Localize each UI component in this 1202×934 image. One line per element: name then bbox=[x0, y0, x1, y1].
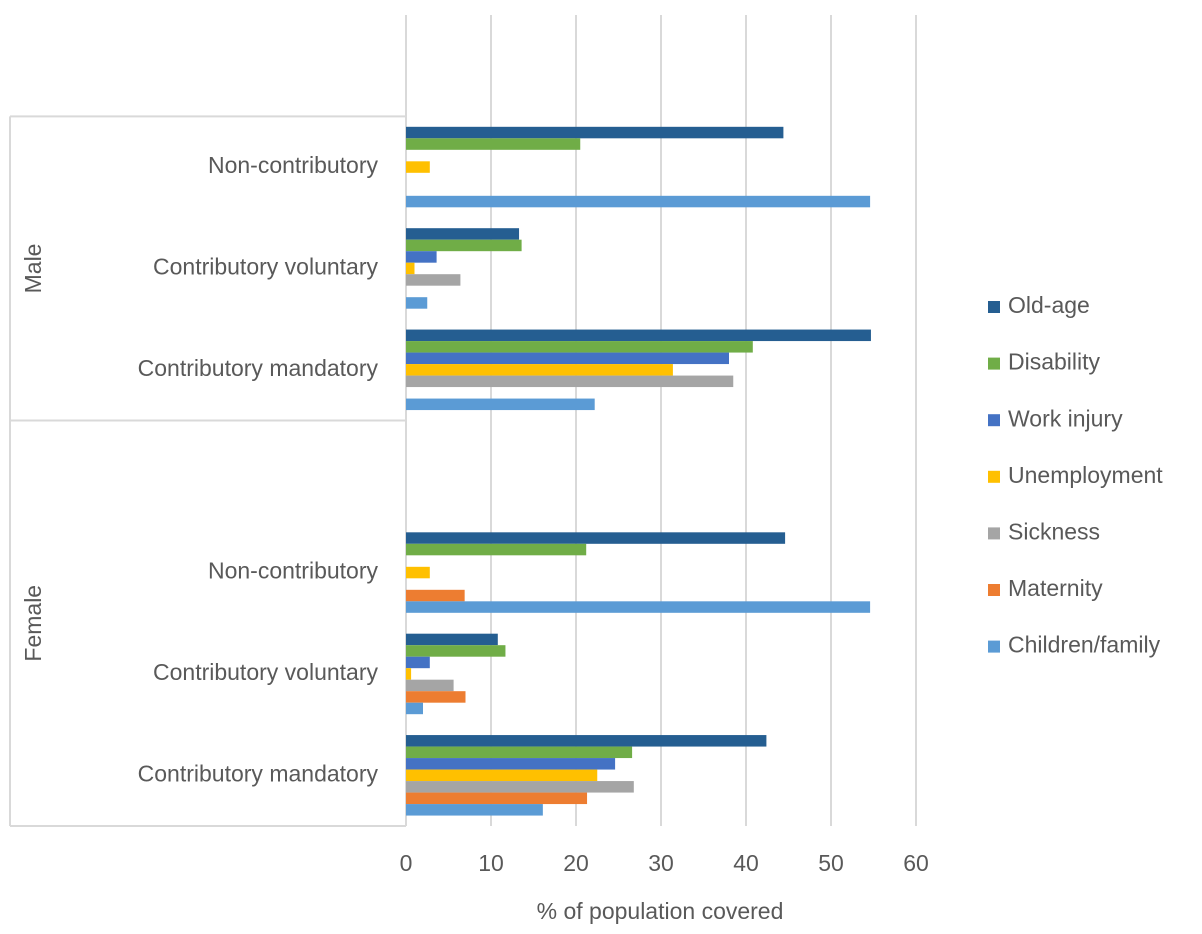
legend-label: Disability bbox=[1008, 349, 1101, 375]
x-axis-title: % of population covered bbox=[537, 898, 784, 924]
y-tick-label: Contributory voluntary bbox=[153, 659, 378, 685]
group-label: Male bbox=[20, 244, 46, 294]
bar bbox=[406, 251, 437, 263]
bar bbox=[406, 746, 633, 759]
bar bbox=[406, 792, 588, 805]
bar bbox=[406, 679, 454, 692]
bar bbox=[406, 601, 871, 613]
x-tick-label: 50 bbox=[818, 850, 844, 876]
y-tick-label: Contributory mandatory bbox=[138, 355, 379, 381]
bar bbox=[406, 804, 543, 816]
bar bbox=[406, 138, 581, 150]
bar bbox=[406, 758, 616, 770]
bar bbox=[406, 735, 767, 747]
legend-swatch bbox=[988, 640, 1000, 653]
group-label: Female bbox=[20, 585, 46, 662]
bar bbox=[406, 274, 461, 286]
legend-swatch bbox=[988, 414, 1000, 427]
legend-label: Sickness bbox=[1008, 518, 1100, 544]
bar bbox=[406, 161, 430, 173]
legend-swatch bbox=[988, 470, 1000, 483]
bar bbox=[406, 781, 634, 793]
bar bbox=[406, 228, 520, 240]
x-tick-label: 30 bbox=[648, 850, 674, 876]
bar bbox=[406, 543, 587, 556]
bar bbox=[406, 656, 430, 669]
y-tick-label: Non-contributory bbox=[208, 558, 379, 584]
bar bbox=[406, 532, 786, 544]
bar bbox=[406, 702, 423, 715]
bar bbox=[406, 239, 522, 252]
bar bbox=[406, 262, 415, 275]
bar bbox=[406, 329, 871, 342]
bar bbox=[406, 566, 430, 579]
bar bbox=[406, 195, 871, 208]
bar bbox=[406, 769, 598, 782]
y-tick-label: Contributory mandatory bbox=[138, 760, 379, 786]
legend-label: Unemployment bbox=[1008, 462, 1163, 488]
legend-swatch bbox=[988, 584, 1000, 596]
legend-swatch bbox=[988, 357, 1000, 370]
x-tick-label: 20 bbox=[563, 850, 589, 876]
x-tick-label: 40 bbox=[733, 850, 759, 876]
bar bbox=[406, 352, 729, 365]
bar bbox=[406, 668, 412, 680]
y-tick-label: Contributory voluntary bbox=[153, 254, 378, 280]
legend-label: Old-age bbox=[1008, 292, 1090, 318]
bar bbox=[406, 341, 753, 353]
bar bbox=[406, 364, 673, 376]
bar bbox=[406, 633, 498, 646]
x-tick-label: 0 bbox=[400, 850, 413, 876]
legend-label: Maternity bbox=[1008, 575, 1103, 601]
x-tick-label: 10 bbox=[478, 850, 504, 876]
legend-label: Work injury bbox=[1008, 405, 1123, 431]
x-tick-label: 60 bbox=[903, 850, 929, 876]
bar bbox=[406, 645, 506, 657]
bar bbox=[406, 589, 465, 602]
legend-swatch bbox=[988, 527, 1000, 540]
bar bbox=[406, 297, 428, 309]
legend-label: Children/family bbox=[1008, 632, 1161, 658]
bar bbox=[406, 375, 734, 388]
legend-swatch bbox=[988, 301, 1000, 313]
bar bbox=[406, 126, 784, 139]
bar bbox=[406, 398, 595, 411]
y-tick-label: Non-contributory bbox=[208, 152, 379, 178]
bar bbox=[406, 691, 466, 703]
